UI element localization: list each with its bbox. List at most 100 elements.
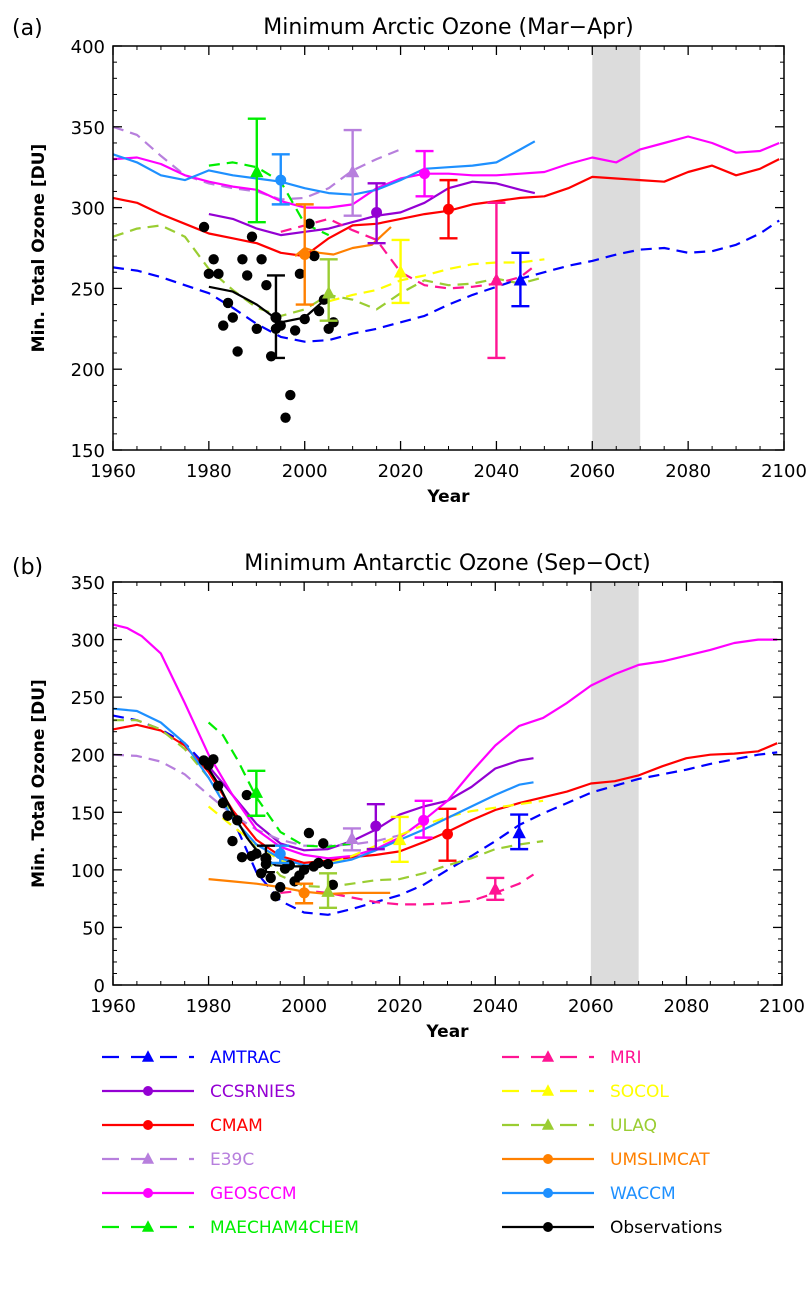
y-tick-label: 200: [71, 746, 105, 767]
series-line-socol: [328, 258, 545, 303]
marker-waccm: [275, 174, 287, 186]
observation-point: [318, 838, 329, 849]
observation-point: [275, 320, 286, 331]
legend-item-cmam: CMAM: [102, 1116, 263, 1136]
marker-observations: [260, 852, 272, 864]
marker-socol: [393, 264, 408, 278]
legend-item-observations: Observations: [502, 1218, 723, 1238]
observation-point: [304, 218, 315, 229]
legend-marker: [541, 1118, 555, 1130]
legend-label: WACCM: [610, 1184, 676, 1204]
legend-label: GEOSCCM: [210, 1184, 297, 1204]
observation-point: [227, 312, 239, 323]
observation-point: [280, 412, 291, 423]
marker-geosccm: [419, 168, 431, 180]
observation-point: [212, 780, 224, 792]
legend-marker: [143, 1188, 153, 1198]
legend-marker: [543, 1222, 553, 1232]
observation-point: [218, 320, 229, 331]
legend-marker: [141, 1050, 155, 1062]
marker-geosccm: [418, 814, 430, 826]
observation-point: [236, 851, 248, 863]
legend-marker: [143, 1086, 153, 1096]
y-tick-label: 300: [71, 199, 105, 220]
observation-point: [227, 835, 238, 847]
legend-label: MAECHAM4CHEM: [210, 1218, 359, 1238]
y-tick-label: 250: [71, 279, 105, 300]
legend-marker: [543, 1154, 553, 1164]
legend-item-umslimcat: UMSLIMCAT: [502, 1150, 710, 1170]
observation-point: [294, 268, 306, 280]
observation-point: [256, 254, 267, 265]
legend-item-maecham4chem: MAECHAM4CHEM: [102, 1218, 359, 1238]
observation-point: [313, 857, 324, 869]
legend-label: UMSLIMCAT: [610, 1150, 710, 1170]
marker-ccsrnies: [371, 206, 383, 218]
marker-mri: [489, 272, 504, 286]
legend-item-mri: MRI: [502, 1048, 642, 1068]
observation-point: [198, 221, 210, 233]
x-tick-label: 1980: [186, 996, 232, 1017]
observation-point: [289, 325, 301, 336]
y-axis-label: Min. Total Ozone [DU]: [29, 144, 49, 353]
legend-label: CCSRNIES: [210, 1082, 296, 1102]
marker-e39c: [345, 831, 359, 844]
y-tick-label: 300: [71, 631, 105, 652]
marker-observations: [270, 311, 282, 323]
series-line-cmam: [112, 723, 778, 865]
legend-item-e39c: E39C: [102, 1150, 254, 1170]
series-line-e39c: [112, 125, 402, 201]
x-tick-label: 2060: [568, 996, 614, 1017]
chart-title: Minimum Antarctic Ozone (Sep−Oct): [244, 551, 650, 576]
y-tick-label: 400: [71, 37, 105, 58]
marker-socol: [393, 832, 407, 846]
series-line-geosccm: [112, 623, 778, 860]
y-tick-label: 250: [71, 688, 105, 709]
x-tick-label: 2000: [282, 461, 328, 482]
marker-e39c: [345, 164, 360, 178]
x-tick-label: 2100: [761, 461, 807, 482]
legend-marker: [141, 1152, 155, 1164]
observation-point: [284, 860, 296, 871]
observation-point: [203, 268, 215, 280]
marker-umslimcat: [298, 887, 310, 899]
observation-point: [251, 323, 262, 334]
legend-label: CMAM: [210, 1116, 263, 1136]
y-tick-label: 0: [94, 976, 105, 997]
y-tick-label: 350: [71, 573, 105, 594]
legend-label: Observations: [610, 1218, 723, 1238]
observation-point: [285, 389, 296, 401]
y-tick-label: 150: [71, 803, 105, 824]
series-line-geosccm: [112, 135, 780, 209]
observation-point: [241, 789, 252, 801]
legend-item-socol: SOCOL: [502, 1082, 669, 1102]
x-tick-label: 2040: [474, 461, 520, 482]
observation-point: [208, 754, 219, 765]
legend-item-geosccm: GEOSCCM: [102, 1184, 297, 1204]
observation-point: [298, 864, 310, 876]
legend-marker: [543, 1188, 553, 1198]
y-tick-label: 150: [71, 441, 105, 462]
legend: AMTRAC CCSRNIES CMAM E39C GEOSCCM MAECHAM4CHE…: [102, 1048, 723, 1238]
y-axis-label: Min. Total Ozone [DU]: [29, 679, 49, 888]
legend-label: ULAQ: [610, 1116, 657, 1136]
x-tick-label: 1960: [90, 996, 136, 1017]
shaded-period-band: [592, 46, 641, 450]
series-line-maecham4chem: [207, 721, 353, 848]
legend-marker: [143, 1120, 153, 1130]
marker-ulaq: [321, 285, 336, 299]
marker-cmam: [443, 203, 454, 215]
y-tick-label: 200: [71, 360, 105, 381]
y-tick-label: 350: [71, 118, 105, 139]
series-line-waccm: [112, 140, 536, 196]
x-tick-label: 2040: [472, 996, 518, 1017]
x-tick-label: 2100: [759, 996, 805, 1017]
observation-point: [322, 858, 334, 870]
series-line-observations: [208, 285, 330, 324]
observation-point: [303, 827, 315, 839]
observation-point: [270, 891, 281, 902]
plot-frame: [112, 45, 785, 451]
legend-marker: [541, 1084, 555, 1096]
